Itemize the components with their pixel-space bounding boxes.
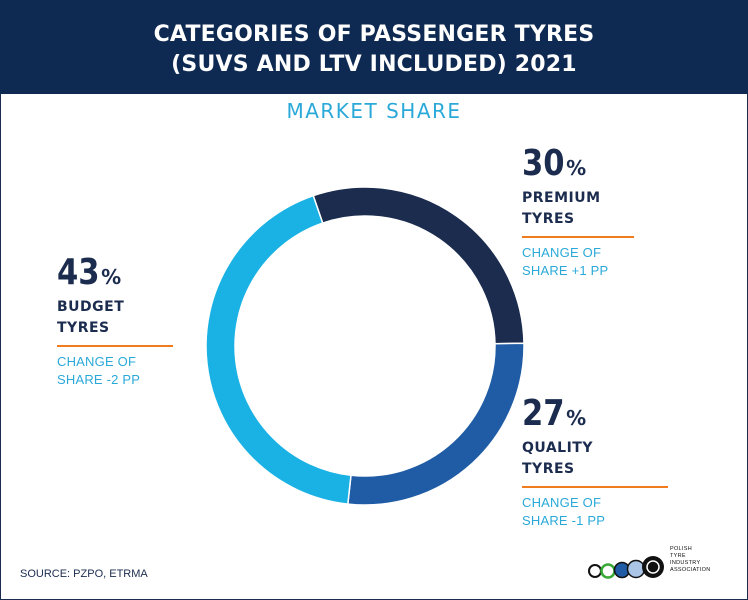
logo-line-4: ASSOCIATION <box>670 567 711 573</box>
premium-percent-sign: % <box>566 156 587 180</box>
budget-percent-value: 43 <box>57 252 100 293</box>
association-logo-icon <box>588 556 664 579</box>
title-line-1: CATEGORIES OF PASSENGER TYRES <box>153 22 595 47</box>
budget-label-block: 43% BUDGET TYRES CHANGE OF SHARE -2 PP <box>57 255 173 389</box>
budget-percent-sign: % <box>101 265 122 289</box>
quality-category-line1: QUALITY <box>522 440 593 456</box>
premium-label-block: 30% PREMIUM TYRES CHANGE OF SHARE +1 PP <box>522 146 634 280</box>
logo-line-1: POLISH <box>670 546 692 552</box>
premium-change-line1: CHANGE OF <box>522 245 602 260</box>
budget-category-line1: BUDGET <box>57 299 125 315</box>
quality-divider-rule <box>522 486 668 488</box>
quality-category-name: QUALITY TYRES <box>522 438 668 480</box>
chart-subtitle: MARKET SHARE <box>286 99 462 123</box>
budget-change-line2: SHARE -2 PP <box>57 372 141 387</box>
title-line-2: (SUVS AND LTV INCLUDED) 2021 <box>171 52 577 77</box>
premium-change-line2: SHARE +1 PP <box>522 263 609 278</box>
quality-percent-value: 27 <box>522 393 565 434</box>
budget-category-line2: TYRES <box>57 320 110 336</box>
donut-slice-premium <box>312 186 525 345</box>
premium-category-line1: PREMIUM <box>522 190 601 206</box>
logo-line-3: INDUSTRY <box>670 560 701 566</box>
quality-change-line1: CHANGE OF <box>522 495 602 510</box>
logo-line-2: TYRE <box>670 553 686 559</box>
donut-slice-budget <box>205 194 352 505</box>
budget-divider-rule <box>57 345 173 347</box>
budget-category-name: BUDGET TYRES <box>57 297 173 339</box>
quality-change-text: CHANGE OF SHARE -1 PP <box>522 494 668 530</box>
budget-change-text: CHANGE OF SHARE -2 PP <box>57 353 173 389</box>
premium-percent-value: 30 <box>522 143 565 184</box>
quality-change-line2: SHARE -1 PP <box>522 513 606 528</box>
source-note: SOURCE: PZPO, ETRMA <box>20 568 148 580</box>
premium-category-line2: TYRES <box>522 211 575 227</box>
association-logo-text: POLISH TYRE INDUSTRY ASSOCIATION <box>670 546 710 574</box>
premium-change-text: CHANGE OF SHARE +1 PP <box>522 244 634 280</box>
donut-slice-quality <box>347 342 525 506</box>
premium-divider-rule <box>522 236 634 238</box>
quality-percent-sign: % <box>566 406 587 430</box>
budget-change-line1: CHANGE OF <box>57 354 137 369</box>
quality-label-block: 27% QUALITY TYRES CHANGE OF SHARE -1 PP <box>522 396 668 530</box>
quality-category-line2: TYRES <box>522 461 575 477</box>
premium-category-name: PREMIUM TYRES <box>522 188 634 230</box>
header-banner: CATEGORIES OF PASSENGER TYRES (SUVS AND … <box>0 0 748 94</box>
